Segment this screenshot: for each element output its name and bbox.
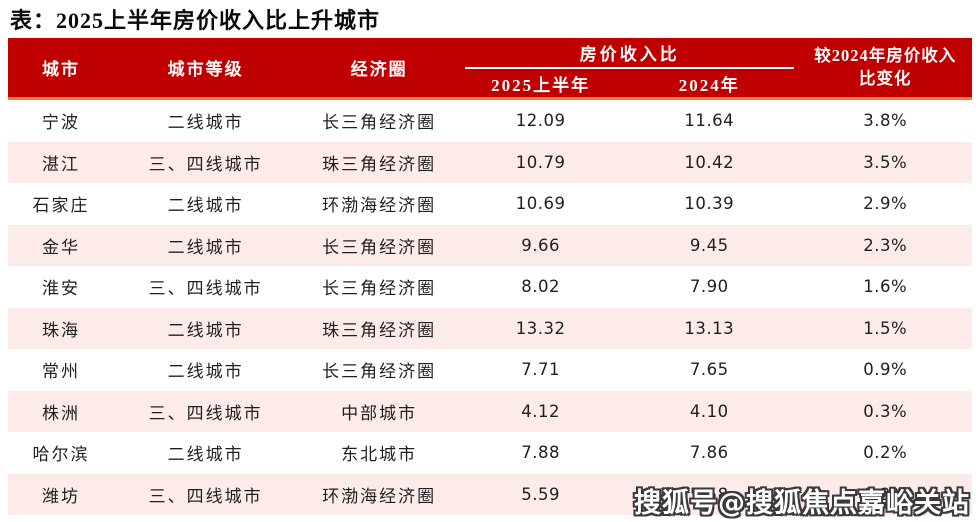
cell-region: 珠三角经济圈 [322, 154, 437, 174]
cell-ratio-2025h1: 8.02 [521, 277, 560, 297]
cell-city: 湛江 [42, 154, 81, 174]
cell-region: 中部城市 [341, 403, 418, 423]
cell-tier: 二线城市 [167, 362, 244, 382]
cell-ratio-2025h1: 12.09 [515, 111, 566, 131]
cell-tier: 三、四线城市 [148, 486, 263, 506]
cell-ratio-2024: 11.64 [684, 111, 735, 131]
cell-ratio-2025h1: 7.71 [521, 360, 560, 380]
table-row: 宁波 二线城市 长三角经济圈 12.09 11.64 3.8% [8, 100, 972, 142]
cell-city: 常州 [42, 362, 81, 382]
header-city: 城市 [42, 60, 81, 79]
cell-ratio-2025h1: 13.32 [515, 318, 566, 338]
cell-city: 珠海 [42, 320, 81, 340]
cell-region: 珠三角经济圈 [322, 320, 437, 340]
cell-tier: 三、四线城市 [148, 279, 263, 299]
header-2024: 2024年 [678, 75, 740, 95]
cell-city: 潍坊 [42, 486, 81, 506]
cell-region: 长三角经济圈 [322, 279, 437, 299]
table-row: 潍坊 三、四线城市 环渤海经济圈 5.59 5.58 0.2% [8, 473, 972, 515]
cell-region: 环渤海经济圈 [322, 196, 437, 216]
cell-ratio-2024: 13.13 [684, 318, 735, 338]
cell-city: 株洲 [42, 403, 81, 423]
header-ratio-group-divider [465, 67, 795, 69]
cell-ratio-2025h1: 9.66 [521, 235, 560, 255]
cell-change: 3.8% [863, 111, 908, 131]
data-table: 城市 城市等级 经济圈 房价收入比 2025上半年 2024年 较2024年房价… [8, 38, 972, 515]
cell-change: 0.2% [863, 484, 908, 504]
cell-region: 环渤海经济圈 [322, 486, 437, 506]
table-row: 石家庄 二线城市 环渤海经济圈 10.69 10.39 2.9% [8, 183, 972, 225]
cell-city: 金华 [42, 237, 81, 257]
cell-ratio-2024: 7.90 [689, 277, 729, 297]
cell-region: 长三角经济圈 [322, 113, 437, 133]
cell-tier: 二线城市 [167, 320, 244, 340]
cell-city: 淮安 [42, 279, 81, 299]
table-row: 珠海 二线城市 珠三角经济圈 13.32 13.13 1.5% [8, 307, 972, 349]
cell-ratio-2025h1: 5.59 [521, 484, 560, 504]
cell-ratio-2024: 9.45 [689, 235, 729, 255]
table-row: 金华 二线城市 长三角经济圈 9.66 9.45 2.3% [8, 224, 972, 266]
cell-region: 东北城市 [341, 445, 418, 465]
cell-tier: 二线城市 [167, 445, 244, 465]
cell-ratio-2024: 4.10 [689, 401, 729, 421]
table-row: 湛江 三、四线城市 珠三角经济圈 10.79 10.42 3.5% [8, 141, 972, 183]
cell-change: 1.6% [863, 277, 908, 297]
cell-tier: 二线城市 [167, 237, 244, 257]
cell-tier: 二线城市 [167, 113, 244, 133]
cell-change: 1.5% [863, 318, 908, 338]
cell-region: 长三角经济圈 [322, 237, 437, 257]
cell-change: 2.9% [863, 194, 908, 214]
table-header: 城市 城市等级 经济圈 房价收入比 2025上半年 2024年 较2024年房价… [8, 38, 972, 100]
table-row: 淮安 三、四线城市 长三角经济圈 8.02 7.90 1.6% [8, 266, 972, 308]
header-region: 经济圈 [350, 60, 408, 79]
header-2025-h1: 2025上半年 [491, 75, 591, 95]
table-row: 常州 二线城市 长三角经济圈 7.71 7.65 0.9% [8, 349, 972, 391]
cell-city: 宁波 [42, 113, 81, 133]
cell-ratio-2024: 10.42 [684, 152, 735, 172]
cell-change: 3.5% [863, 152, 908, 172]
header-ratio-group: 房价收入比 2025上半年 2024年 [461, 38, 798, 97]
header-tier: 城市等级 [167, 60, 244, 79]
cell-ratio-2025h1: 7.88 [521, 443, 560, 463]
cell-tier: 三、四线城市 [148, 403, 263, 423]
cell-ratio-2024: 5.58 [689, 484, 729, 504]
cell-change: 0.3% [863, 401, 908, 421]
page-title: 表：2025上半年房价收入比上升城市 [10, 8, 381, 33]
cell-tier: 二线城市 [167, 196, 244, 216]
cell-ratio-2025h1: 4.12 [521, 401, 560, 421]
cell-city: 哈尔滨 [32, 445, 90, 465]
header-ratio-subcolumns: 2025上半年 2024年 [461, 69, 798, 97]
cell-change: 2.3% [863, 235, 908, 255]
header-ratio-group-label: 房价收入比 [579, 45, 680, 64]
table-row: 哈尔滨 二线城市 东北城市 7.88 7.86 0.2% [8, 432, 972, 474]
cell-city: 石家庄 [32, 196, 90, 216]
cell-change: 0.2% [863, 443, 908, 463]
cell-ratio-2024: 7.86 [689, 443, 729, 463]
table-row: 株洲 三、四线城市 中部城市 4.12 4.10 0.3% [8, 390, 972, 432]
cell-change: 0.9% [863, 360, 908, 380]
cell-ratio-2025h1: 10.69 [515, 194, 566, 214]
header-change: 较2024年房价收入 比变化 [814, 46, 957, 88]
table-body: 宁波 二线城市 长三角经济圈 12.09 11.64 3.8% 湛江 三、四线城… [8, 100, 972, 515]
cell-ratio-2025h1: 10.79 [515, 152, 566, 172]
cell-region: 长三角经济圈 [322, 362, 437, 382]
watermark: 搜狐号@搜狐焦点嘉峪关站 [634, 488, 970, 519]
cell-ratio-2024: 7.65 [689, 360, 729, 380]
cell-tier: 三、四线城市 [148, 154, 263, 174]
cell-ratio-2024: 10.39 [684, 194, 735, 214]
